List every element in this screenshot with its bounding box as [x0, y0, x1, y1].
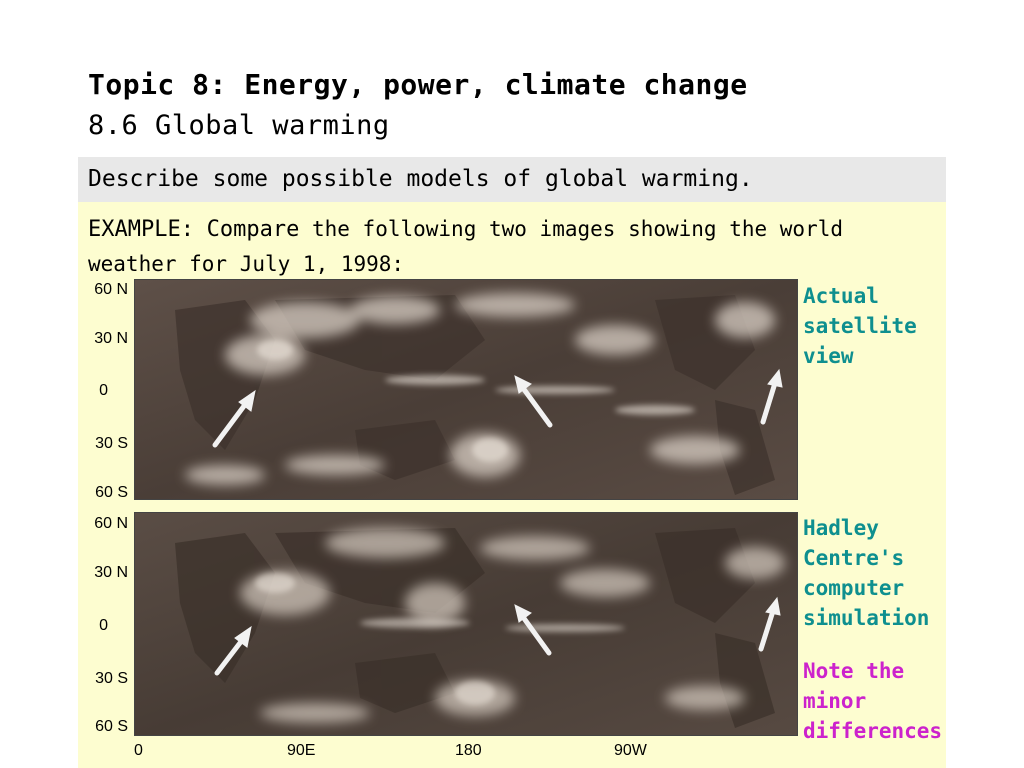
page-title: Topic 8: Energy, power, climate change: [88, 68, 748, 101]
simulation-caption-line-1: Hadley: [803, 516, 879, 540]
top-lat-30s: 30 S: [95, 435, 128, 452]
simulation-map-image: [135, 513, 797, 735]
lon-90e: 90E: [287, 742, 316, 759]
example-label: EXAMPLE:: [88, 217, 194, 242]
satellite-caption-line-1: Actual: [803, 284, 879, 308]
bottom-lat-30s: 30 S: [95, 670, 128, 687]
bottom-lat-30n: 30 N: [94, 564, 128, 581]
bottom-lat-0: 0: [99, 617, 108, 634]
objective-text: Describe some possible models of global …: [88, 166, 753, 192]
example-body: the following two images showing the wor…: [88, 217, 843, 276]
top-lat-30n: 30 N: [94, 330, 128, 347]
lon-90w: 90W: [614, 742, 647, 759]
bottom-lat-60s: 60 S: [95, 718, 128, 735]
simulation-caption-line-4: simulation: [803, 606, 930, 630]
note-line-2: minor: [803, 689, 867, 713]
satellite-caption: Actual satellite view: [803, 281, 917, 371]
top-lat-0: 0: [99, 382, 108, 399]
page-subtitle: 8.6 Global warming: [88, 110, 390, 141]
simulation-map: [134, 512, 798, 736]
example-compare-word: Compare: [206, 217, 300, 242]
note-line-3: differences: [803, 719, 943, 743]
note-text: Note the minor differences: [803, 656, 942, 746]
top-lat-60n: 60 N: [94, 281, 128, 298]
satellite-caption-line-3: view: [803, 344, 854, 368]
satellite-map-image: [135, 280, 797, 499]
satellite-caption-line-2: satellite: [803, 314, 917, 338]
example-text: EXAMPLE: Compare the following two image…: [88, 212, 938, 281]
top-lat-60s: 60 S: [95, 484, 128, 501]
note-line-1: Note the: [803, 659, 905, 683]
satellite-map: [134, 279, 798, 500]
objective-box: Describe some possible models of global …: [78, 157, 946, 202]
lon-180: 180: [455, 742, 482, 759]
bottom-lat-60n: 60 N: [94, 515, 128, 532]
simulation-caption-line-2: Centre's: [803, 546, 905, 570]
lon-0: 0: [134, 742, 143, 759]
simulation-caption-line-3: computer: [803, 576, 905, 600]
simulation-caption: Hadley Centre's computer simulation: [803, 513, 929, 633]
